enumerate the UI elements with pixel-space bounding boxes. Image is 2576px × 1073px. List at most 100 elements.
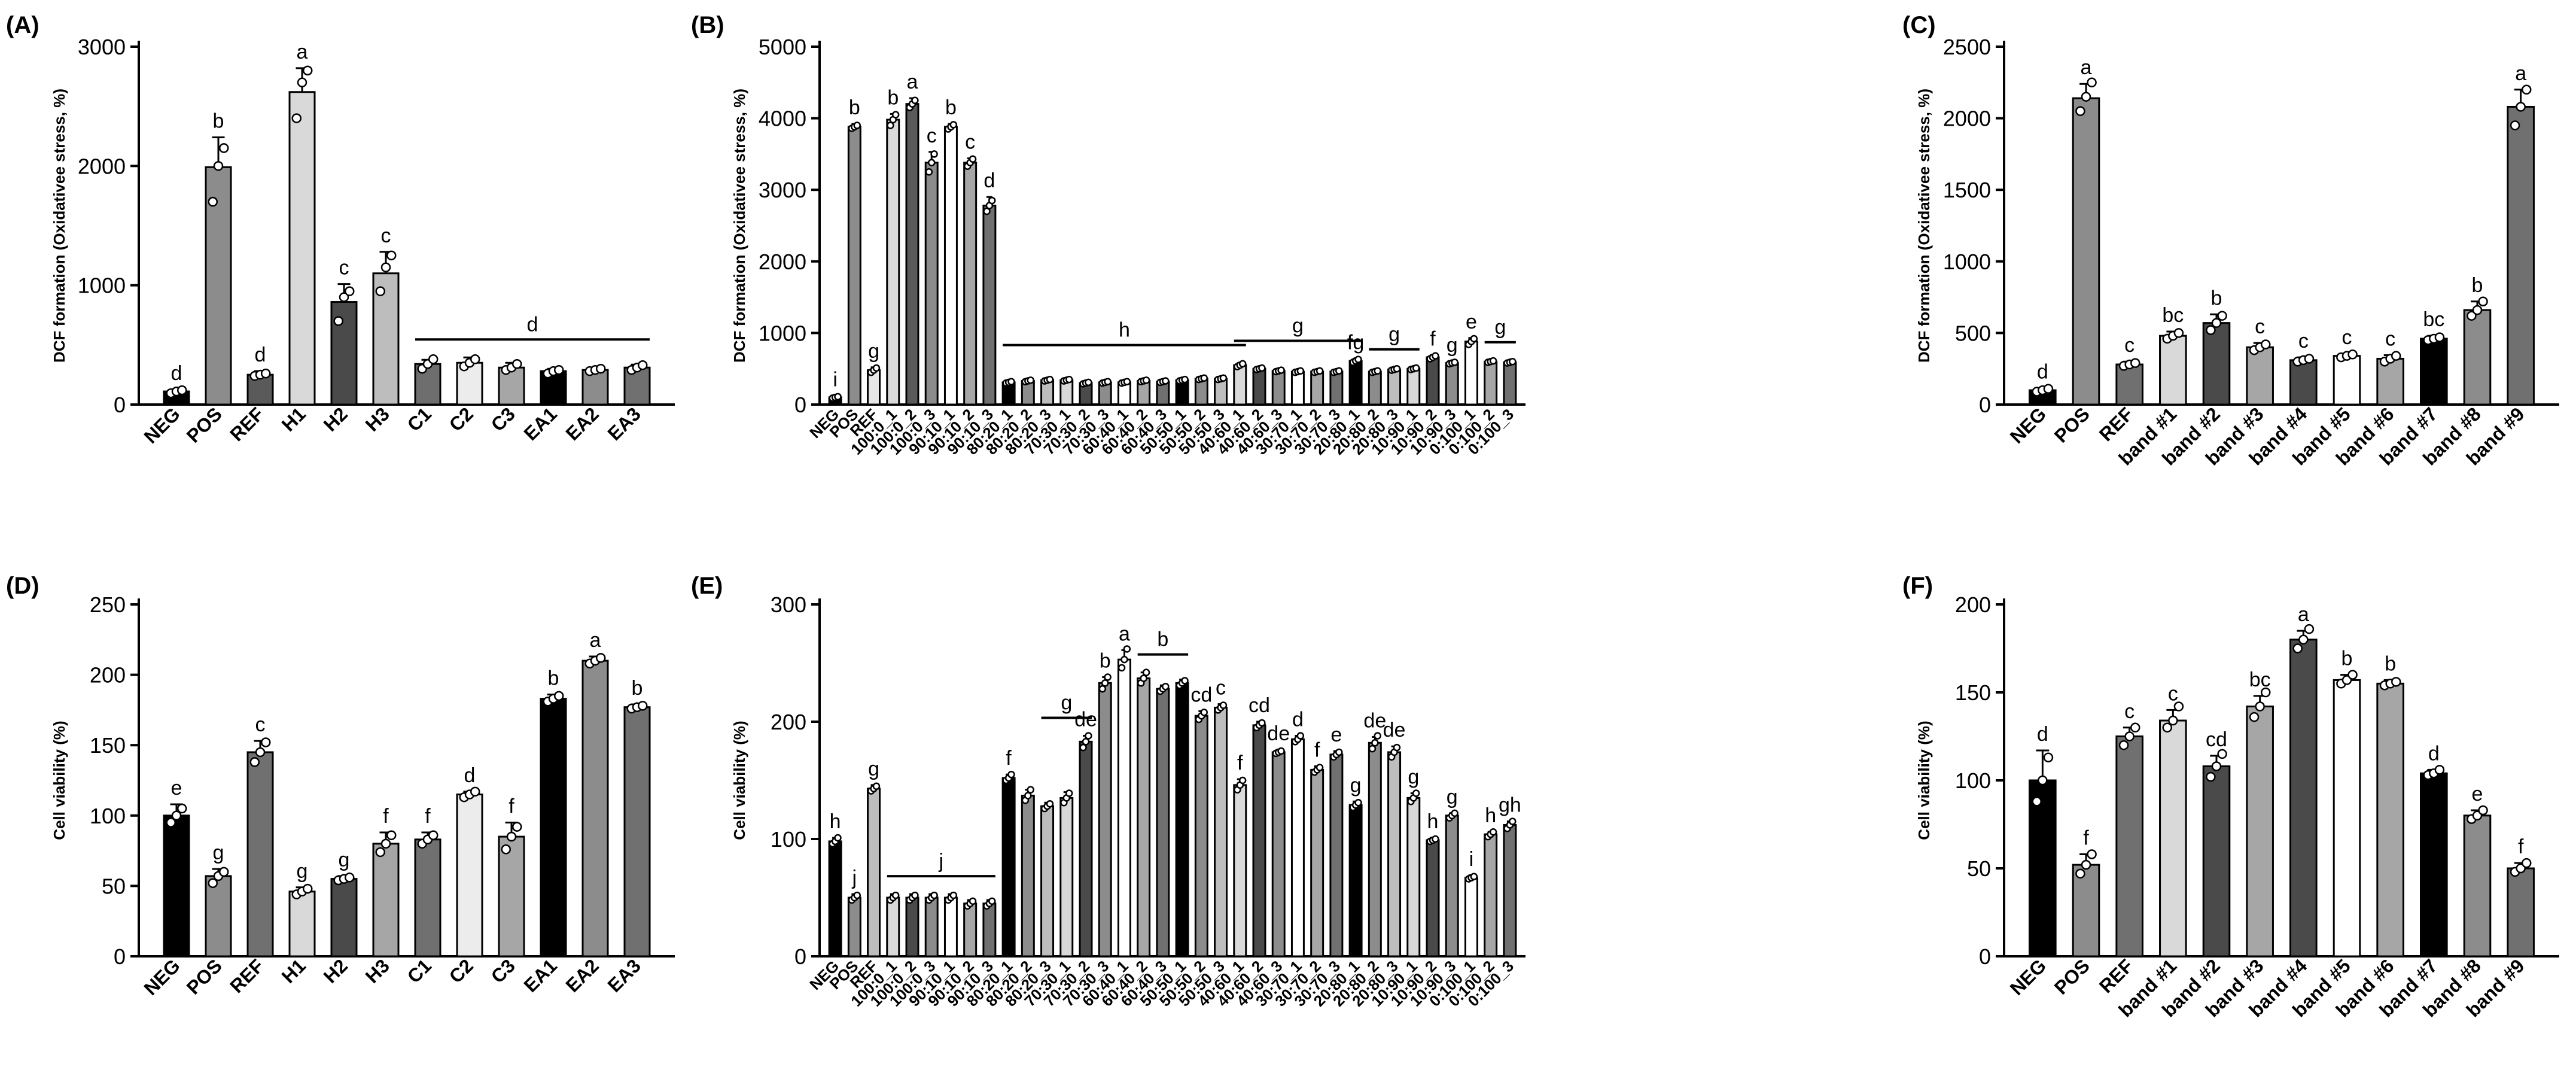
panel-f-data-point — [2032, 797, 2042, 807]
panel-d-x-tick-label: C3 — [487, 955, 519, 987]
panel-b-data-point — [1335, 367, 1343, 375]
panel-e-data-point — [853, 891, 861, 899]
panel-d-sig-letter: g — [297, 860, 308, 883]
panel-a-x-tick-label: EA2 — [561, 403, 602, 444]
panel-b-data-point — [1393, 364, 1401, 373]
panel-d-data-point — [255, 747, 266, 758]
panel-c-bar — [2202, 322, 2231, 406]
panel-b-data-point — [1354, 355, 1362, 363]
panel-f-data-point — [2043, 752, 2054, 763]
panel-b-group-letter: g — [1494, 316, 1506, 339]
panel-c-data-point — [2211, 318, 2222, 328]
panel-e-bar — [1079, 740, 1093, 958]
panel-d-bar — [414, 838, 441, 958]
panel-d-y-tick-label: 200 — [90, 663, 126, 688]
panel-b-bar — [1290, 370, 1305, 406]
panel-f-data-point — [2130, 722, 2140, 733]
panel-d-data-point — [637, 701, 648, 711]
panel-b-sig-letter: b — [887, 86, 899, 109]
panel-a-data-point — [553, 364, 564, 375]
panel-e-data-point — [891, 891, 900, 899]
panel-b-data-point — [1219, 374, 1228, 382]
panel-b-data-point — [1432, 352, 1439, 360]
panel-b-data-point — [1162, 377, 1170, 385]
panel-d-bar — [163, 814, 190, 958]
panel-c-sig-letter: d — [2037, 360, 2048, 383]
panel-d-bar — [246, 751, 274, 958]
panel-e-data-point — [1393, 743, 1401, 752]
panel-d-data-point — [344, 873, 355, 883]
panel-e-data-point — [1219, 701, 1228, 709]
panel-b-sig-letter: d — [983, 169, 995, 192]
panel-f-data-point — [2391, 677, 2401, 687]
panel-a-y-tick-label: 0 — [114, 393, 126, 417]
panel-e-data-point — [1120, 655, 1128, 664]
panel-d-bar — [540, 698, 567, 958]
panel-a-x-tick-label: H2 — [319, 403, 352, 435]
panel-a-sig-letter: d — [255, 344, 266, 366]
panel-a-bar — [456, 361, 483, 406]
panel-e-sig-letter: g — [1408, 766, 1419, 789]
panel-f-data-point — [2255, 701, 2265, 712]
panel-d-data-point — [166, 817, 176, 828]
panel-e-bar — [1040, 805, 1055, 958]
panel-e-bar — [1387, 751, 1402, 958]
panel-b-bar — [1464, 341, 1478, 406]
panel-e-data-point — [930, 891, 938, 899]
panel-c-sig-letter: c — [2342, 326, 2352, 349]
panel-b-data-point — [1085, 378, 1092, 387]
panel-b-bar — [1348, 360, 1363, 406]
panel-e-sig-letter: de — [1267, 722, 1290, 745]
panel-c-data-point — [2472, 305, 2483, 315]
panel-f-data-point — [2249, 712, 2260, 722]
panel-f-bar — [2072, 864, 2100, 958]
panel-f-data-point — [2173, 701, 2184, 712]
panel-d-label: (D) — [6, 573, 39, 599]
panel-b-data-point — [1007, 378, 1015, 385]
panel-f-bar — [2376, 682, 2404, 958]
panel-f-y-tick-label: 200 — [1955, 592, 1991, 617]
panel-b-bar — [1484, 360, 1498, 406]
panel-f-data-point — [2075, 868, 2085, 879]
panel-a-x-tick-label: H3 — [361, 403, 394, 435]
panel-d-sig-letter: c — [255, 713, 266, 736]
panel-d-data-point — [501, 844, 511, 855]
panel-e-bar — [1098, 682, 1112, 958]
panel-f-data-point — [2478, 805, 2488, 816]
panel-e-bar — [1252, 724, 1266, 958]
panel-a-data-point — [260, 368, 271, 379]
panel-e-sig-letter: c — [1216, 677, 1226, 700]
panel-e-bar — [847, 896, 861, 958]
panel-e-bar — [1503, 823, 1517, 958]
panel-c-x-tick-label: POS — [2050, 403, 2094, 446]
panel-b-bar — [1271, 370, 1286, 406]
panel-e-sig-letter: g — [1350, 774, 1362, 797]
panel-a-data-point — [213, 161, 224, 171]
panel-b-data-point — [1258, 364, 1266, 372]
panel-b-data-point — [949, 121, 958, 129]
panel-d-data-point — [218, 867, 229, 877]
panel-c-y-tick-label: 2000 — [1943, 107, 1991, 131]
panel-e-data-point — [1432, 835, 1439, 843]
panel-b-data-point — [988, 196, 996, 205]
panel-d-x-tick-label: EA2 — [561, 955, 602, 996]
panel-a-data-point — [218, 143, 229, 153]
panel-b-sig-letter: g — [868, 340, 879, 363]
panel-e-data-point — [1007, 770, 1015, 779]
panel-b-data-point — [983, 207, 991, 215]
panel-f-label: (F) — [1902, 573, 1933, 599]
panel-a-x-tick-label: C1 — [403, 403, 436, 435]
panel-d-bar — [330, 878, 358, 958]
panel-f-sig-letter: a — [2298, 603, 2309, 626]
panel-a-sig-letter: a — [297, 41, 308, 63]
panel-c-bar — [2463, 309, 2492, 406]
panel-b-data-point — [872, 364, 881, 372]
panel-e-data-point — [1024, 792, 1032, 800]
panel-e-sig-letter: b — [1100, 650, 1111, 673]
panel-f-data-point — [2522, 858, 2532, 868]
panel-e-bar — [1290, 738, 1305, 958]
panel-e-sig-letter: j — [852, 867, 857, 889]
panel-c-bar — [2376, 357, 2404, 406]
panel-b-data-point — [1123, 378, 1131, 385]
panel-d-data-point — [470, 786, 480, 797]
